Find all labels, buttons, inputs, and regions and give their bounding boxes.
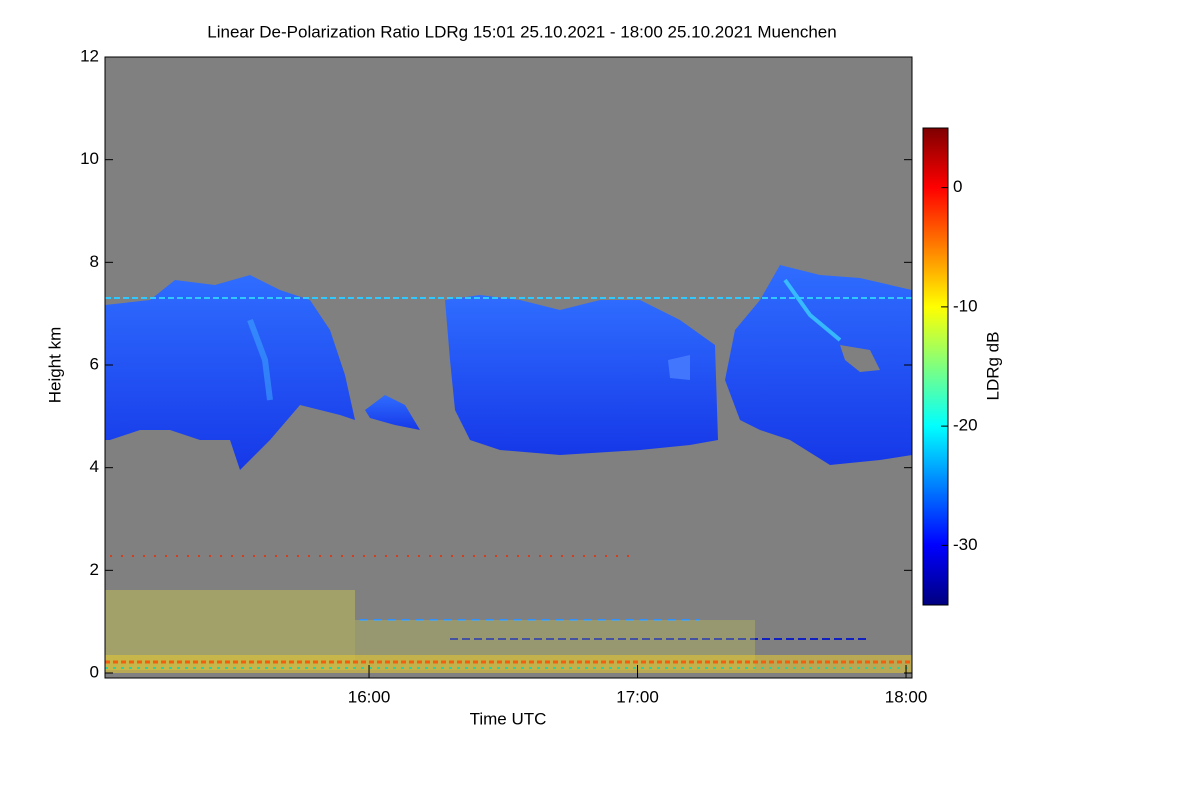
plot-frame <box>104 56 913 679</box>
field <box>105 265 912 673</box>
colorbar-tick-label: 0 <box>953 177 962 196</box>
y-tick-label: 8 <box>90 252 99 271</box>
cloud-region <box>668 355 690 380</box>
y-tick-label: 10 <box>80 149 99 168</box>
cloud-region <box>105 275 355 470</box>
colorbar <box>922 127 949 606</box>
x-axis-label: Time UTC <box>470 709 547 728</box>
cloud-region <box>725 265 912 465</box>
y-axis-label: Height km <box>45 327 64 404</box>
cloud-region <box>445 295 718 455</box>
x-tick-label: 18:00 <box>885 687 928 706</box>
y-tick-label: 0 <box>90 662 99 681</box>
x-tick-label: 16:00 <box>348 687 391 706</box>
chart-title: Linear De-Polarization Ratio LDRg 15:01 … <box>207 22 836 41</box>
cloud-gap <box>840 345 880 372</box>
cloud-feature <box>783 278 842 342</box>
colorbar-tick-label: -30 <box>953 535 978 554</box>
y-tick-label: 2 <box>90 560 99 579</box>
y-tick-label: 4 <box>90 457 99 476</box>
y-tick-label: 12 <box>80 46 99 65</box>
y-tick-label: 6 <box>90 354 99 373</box>
cloud-region <box>365 395 420 430</box>
cloud-feature <box>247 318 273 401</box>
noise-region <box>105 655 912 673</box>
colorbar-tick-label: -20 <box>953 416 978 435</box>
colorbar-tick-label: -10 <box>953 296 978 315</box>
x-tick-label: 17:00 <box>616 687 659 706</box>
colorbar-label: LDRg dB <box>983 332 1002 401</box>
